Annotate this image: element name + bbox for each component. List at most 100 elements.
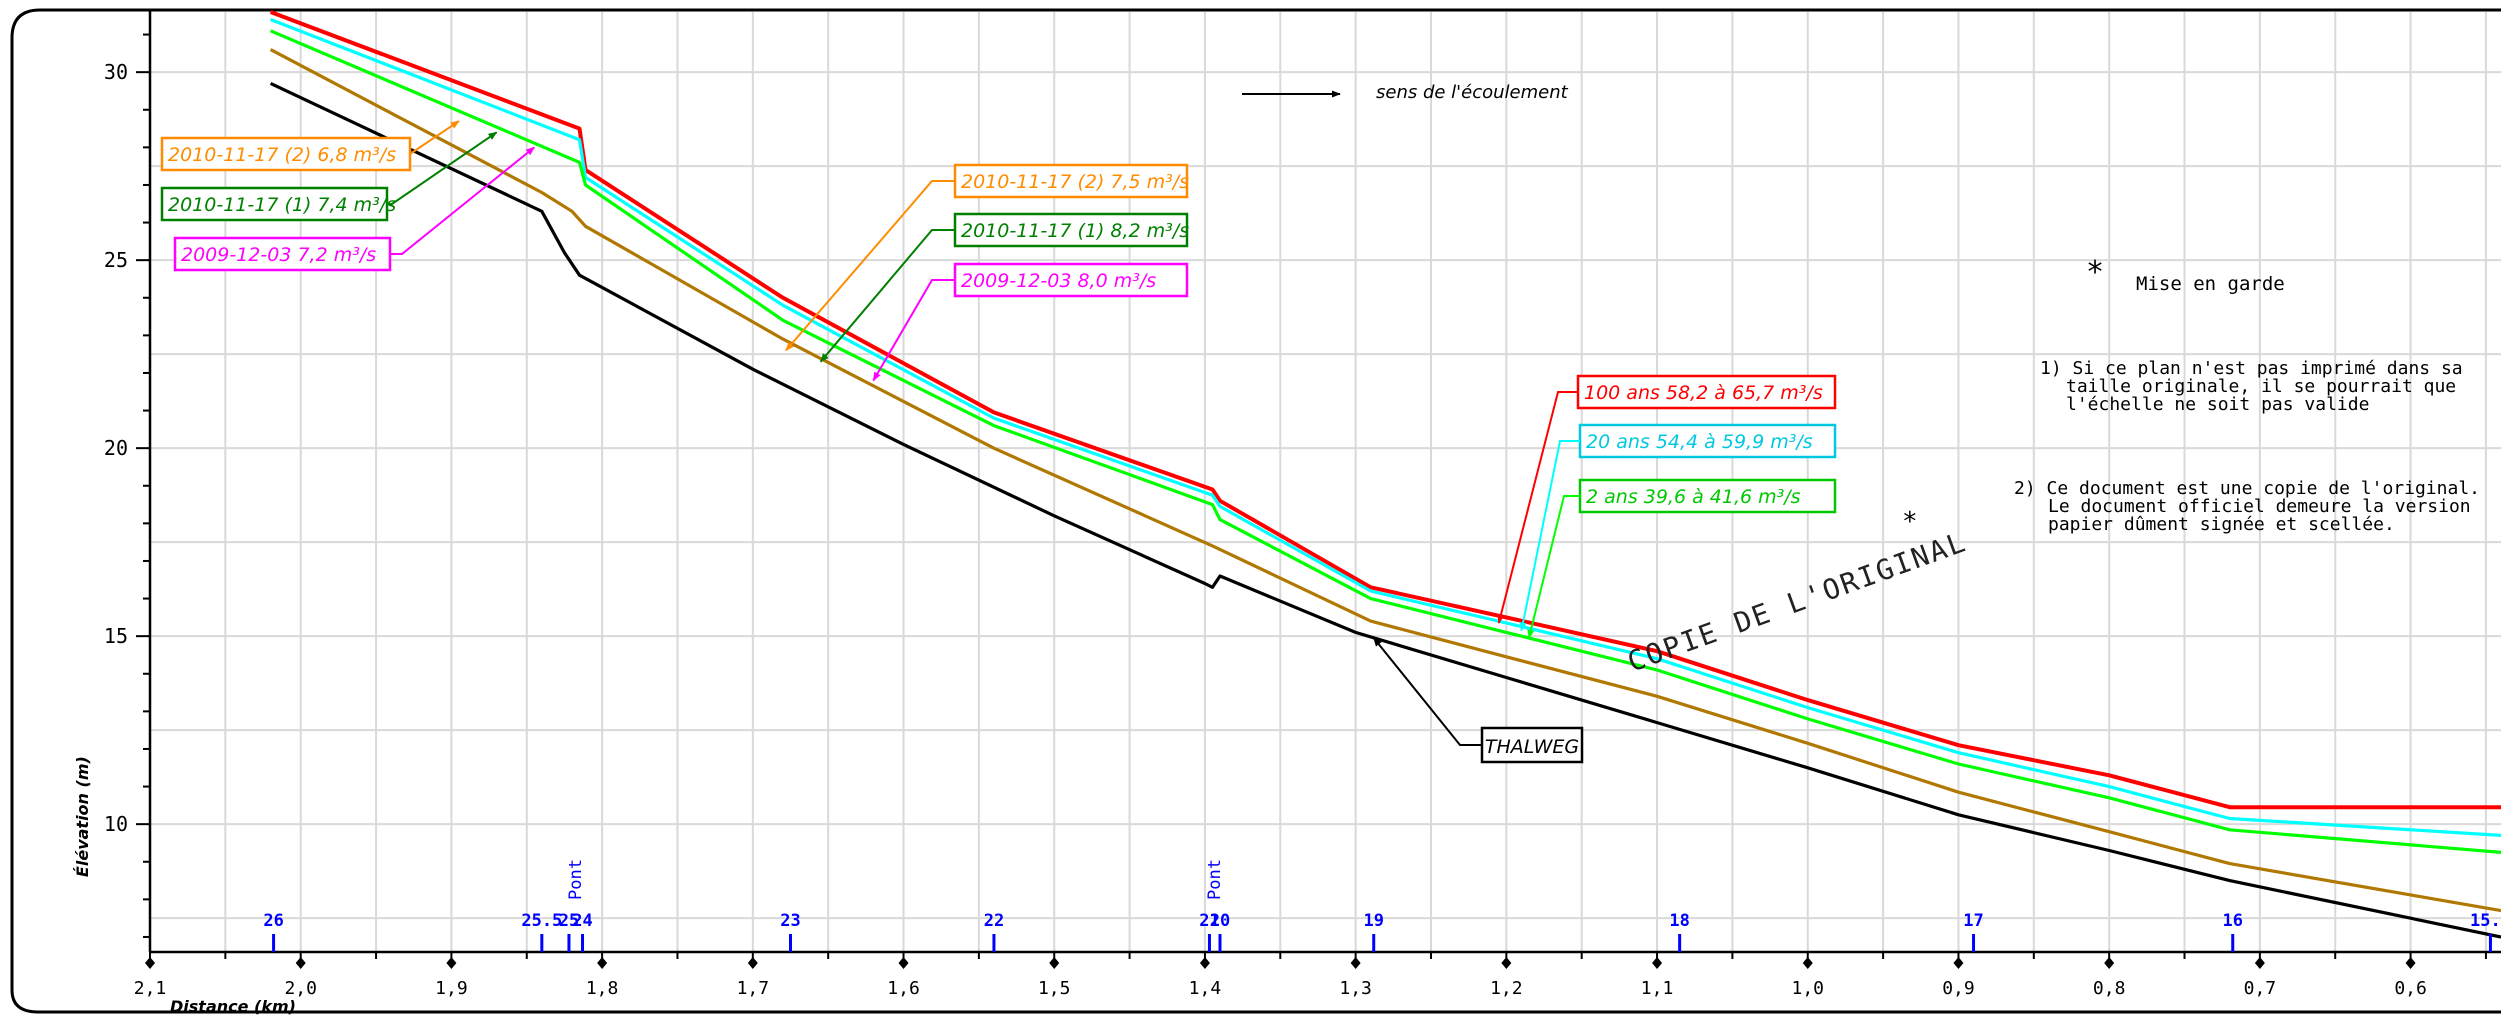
series-line-2 [269, 29, 2501, 854]
warning-2-line: Le document officiel demeure la version [2048, 496, 2471, 517]
y-tick-label: 10 [104, 812, 128, 836]
return-period-leader [1527, 495, 1580, 639]
warning-1-line: taille originale, il se pourrait que [2066, 376, 2456, 397]
warning-2-line: 2) Ce document est une copie de l'origin… [2014, 478, 2480, 499]
section-label: 15.5 [2470, 911, 2501, 931]
x-tick-label: 1,5 [1038, 978, 1071, 999]
x-tick-diamond [1350, 957, 1361, 969]
return-period-label-2: 2 ans 39,6 à 41,6 m³/s [1527, 478, 1837, 639]
flow-label-4: 2010-11-17 (1) 8,2 m³/s [819, 212, 1189, 363]
x-tick-diamond [2104, 957, 2115, 969]
flow-label-leader [872, 279, 955, 382]
x-tick-label: 2,1 [134, 978, 167, 999]
warning-1-line: l'échelle ne soit pas valide [2066, 394, 2369, 415]
x-tick-label: 0,6 [2394, 978, 2427, 999]
warning-asterisk: * [2086, 255, 2104, 290]
x-tick-diamond [145, 957, 155, 969]
x-tick-label: 0,7 [2244, 978, 2277, 999]
warning-2-line: papier dûment signée et scellée. [2048, 514, 2395, 535]
flow-label-5: 2009-12-03 8,0 m³/s [872, 262, 1189, 382]
flow-label-0: 2010-11-17 (2) 6,8 m³/s [160, 120, 460, 172]
x-tick-diamond [1199, 957, 1210, 969]
flow-label-box [160, 186, 389, 222]
x-tick-diamond [1501, 957, 1512, 969]
x-tick-diamond [295, 957, 306, 969]
flow-label-text: 2009-12-03 8,0 m³/s [961, 270, 1156, 292]
x-tick-diamond [446, 957, 457, 969]
y-axis-label: Élévation (m) [73, 756, 92, 877]
return-period-text: 20 ans 54,4 à 59,9 m³/s [1586, 431, 1813, 453]
flow-direction-text: sens de l'écoulement [1376, 82, 1569, 103]
x-tick-label: 1,0 [1791, 978, 1824, 999]
x-tick-label: 1,9 [435, 978, 468, 999]
series-line-streambed-3 [269, 48, 2501, 913]
section-label: 16 [2223, 911, 2243, 931]
flow-labels: 2010-11-17 (2) 6,8 m³/s 2010-11-17 (1) 7,… [160, 120, 1837, 639]
flow-label-text: 2010-11-17 (1) 8,2 m³/s [961, 220, 1189, 242]
section-label: 20 [1210, 911, 1230, 931]
return-period-label-0: 100 ans 58,2 à 65,7 m³/s [1497, 374, 1837, 624]
warning-title: Mise en garde [2136, 273, 2285, 295]
x-tick-label: 0,8 [2093, 978, 2126, 999]
return-period-leader [1497, 391, 1578, 624]
section-label: 18 [1669, 911, 1689, 931]
x-tick-diamond [1652, 957, 1663, 969]
section-label: 17 [1963, 911, 1983, 931]
return-period-leader [1519, 440, 1580, 632]
flow-label-leader [785, 180, 955, 352]
flow-label-text: 2010-11-17 (1) 7,4 m³/s [168, 194, 396, 216]
section-label: 23 [780, 911, 800, 931]
x-tick-label: 1,2 [1490, 978, 1523, 999]
flow-label-text: 2010-11-17 (2) 7,5 m³/s [961, 171, 1189, 193]
axes: 10 15 20 25 30 2,1 2,0 1,9 1,8 1,7 1,6 1,5 1,4 1,3 1,2… [73, 10, 2501, 1016]
flow-label-3: 2010-11-17 (2) 7,5 m³/s [785, 163, 1189, 352]
page-border [10, 8, 2501, 1014]
y-tick-label: 20 [104, 436, 128, 460]
x-tick-diamond [898, 957, 909, 969]
y-tick-label: 30 [104, 60, 128, 84]
x-tick-diamond [747, 957, 758, 969]
section-label: 25.5 [521, 911, 562, 931]
y-tick-label: 25 [104, 248, 128, 272]
flow-label-box [953, 163, 1189, 199]
x-tick-label: 1,6 [887, 978, 920, 999]
x-tick-diamond [1953, 957, 1964, 969]
flow-label-leader [819, 229, 955, 363]
series-lines [269, 10, 2501, 939]
x-tick-diamond [2254, 957, 2265, 969]
flow-label-text: 2010-11-17 (2) 6,8 m³/s [168, 144, 396, 166]
return-period-box [1578, 423, 1837, 459]
annotations: THALWEG sens de l'écoulement COPIE DE L'OR… [1242, 82, 2480, 764]
x-tick-label: 1,7 [737, 978, 770, 999]
return-period-text: 100 ans 58,2 à 65,7 m³/s [1584, 382, 1823, 404]
series-line-100 [269, 10, 2501, 810]
flow-label-box [173, 236, 392, 272]
section-label: 22 [984, 911, 1004, 931]
return-period-box [1578, 478, 1837, 514]
flow-label-leader [409, 120, 460, 155]
section-label: 24 [572, 911, 592, 931]
flow-label-text: 2009-12-03 7,2 m³/s [181, 244, 376, 266]
thalweg-text: THALWEG [1485, 736, 1579, 758]
x-tick-label: 1,8 [586, 978, 619, 999]
return-period-label-1: 20 ans 54,4 à 59,9 m³/s [1519, 423, 1837, 632]
flow-label-1: 2010-11-17 (1) 7,4 m³/s [160, 131, 498, 222]
x-tick-label: 1,4 [1189, 978, 1222, 999]
x-tick-label: 1,3 [1339, 978, 1372, 999]
series-line-thalweg [269, 81, 2501, 939]
x-tick-label: 1,1 [1641, 978, 1674, 999]
thalweg-leader [1372, 637, 1482, 746]
section-label: 25 [559, 911, 579, 931]
thalweg-label: THALWEG [1372, 637, 1584, 764]
flow-label-leader [387, 131, 498, 205]
x-tick-label: 0,9 [1942, 978, 1975, 999]
x-tick-label: 2,0 [284, 978, 317, 999]
flow-label-2: 2009-12-03 7,2 m³/s [173, 146, 535, 272]
section-label: 21 [1199, 911, 1219, 931]
y-tick-label: 15 [104, 624, 128, 648]
flow-label-leader [390, 146, 535, 255]
bridge-label: Pont [566, 859, 586, 900]
